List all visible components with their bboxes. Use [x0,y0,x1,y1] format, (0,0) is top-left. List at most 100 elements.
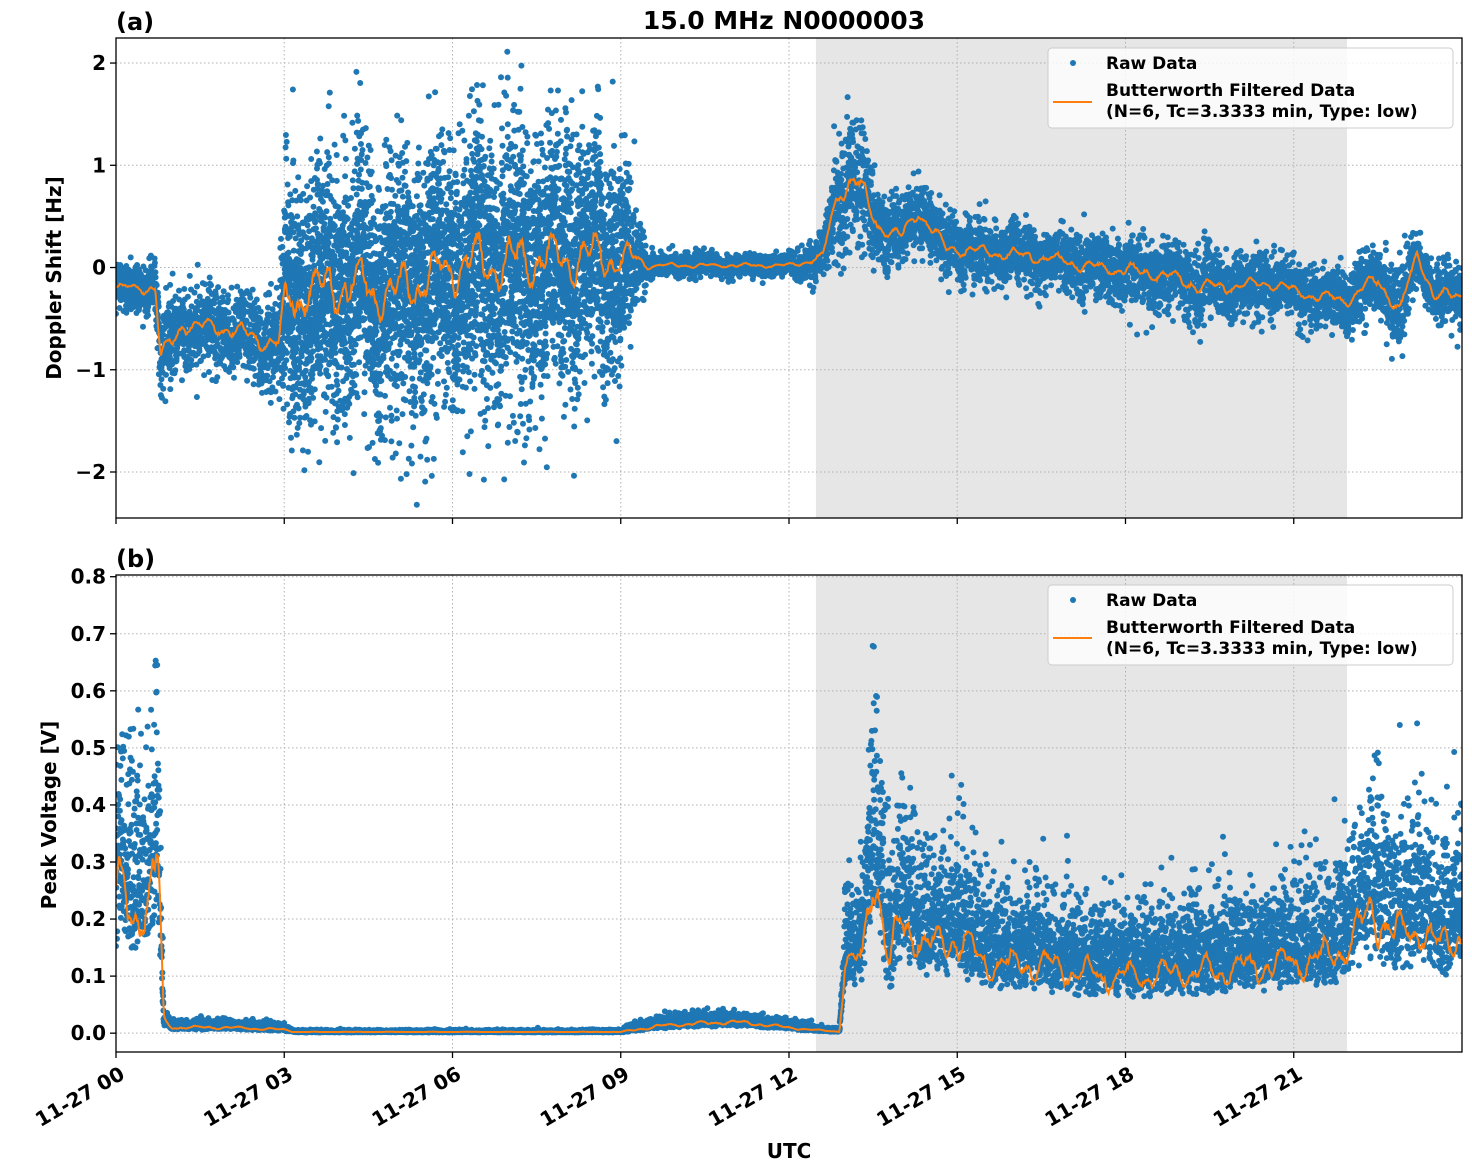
raw-data-point [278,235,284,242]
raw-data-point [334,416,341,423]
raw-data-point [316,160,323,167]
raw-data-point [295,334,302,341]
raw-data-point [472,292,479,299]
raw-data-point [483,396,490,402]
raw-data-point [445,174,452,181]
raw-data-point [399,150,406,156]
raw-data-point [193,394,200,400]
raw-data-point [377,425,384,432]
raw-data-point [432,315,439,322]
raw-data-point [250,381,257,388]
raw-data-point [420,169,427,176]
raw-data-point [249,286,256,293]
raw-data-point [293,346,300,353]
raw-data-point [284,349,290,356]
raw-data-point [497,403,503,410]
raw-data-point [331,222,338,229]
raw-data-point [384,334,391,341]
raw-data-point [200,353,207,360]
raw-data-point [510,419,517,426]
raw-data-point [439,126,446,133]
raw-data-point [509,412,516,419]
raw-data-point [393,383,400,390]
raw-data-point [447,135,454,142]
raw-data-point [228,284,235,291]
raw-data-point [424,380,431,387]
raw-data-point [369,197,376,204]
raw-data-point [116,310,119,317]
raw-data-point [244,377,251,384]
raw-data-point [342,340,349,346]
raw-data-point [494,206,501,213]
raw-data-point [495,421,502,428]
raw-data-point [498,74,504,81]
raw-data-point [396,348,403,355]
raw-data-point [388,355,395,362]
raw-data-point [399,411,406,418]
raw-data-point [333,371,340,378]
raw-data-point [435,165,442,172]
raw-data-point [504,133,511,140]
raw-data-point [428,472,435,479]
raw-data-point [191,289,198,296]
raw-data-point [291,414,298,421]
raw-data-point [500,195,507,202]
raw-data-point [423,347,430,354]
raw-data-point [416,174,423,181]
raw-data-point [440,158,447,165]
raw-data-point [170,298,177,304]
raw-data-point [287,191,294,198]
raw-data-point [382,203,389,209]
raw-data-point [167,376,174,383]
raw-data-point [383,136,390,143]
raw-data-point [247,294,254,301]
raw-data-point [160,331,167,338]
raw-data-point [294,213,301,220]
raw-data-point [477,117,484,124]
raw-data-point [402,374,409,380]
raw-data-point [377,413,384,420]
raw-data-point [474,299,481,306]
raw-data-point [299,447,306,454]
raw-data-point [342,155,349,162]
raw-data-point [308,156,315,162]
raw-data-point [501,329,508,335]
raw-data-point [272,388,279,395]
raw-data-point [443,384,450,391]
raw-data-point [152,269,159,276]
raw-data-point [460,172,467,179]
raw-data-point [490,311,497,318]
raw-data-point [456,121,463,128]
raw-data-point [404,139,411,146]
raw-data-point [324,149,331,156]
raw-data-point [500,190,507,197]
raw-data-point [512,438,519,444]
raw-data-point [429,216,436,223]
raw-data-point [485,405,491,412]
raw-data-point [385,301,392,308]
raw-data-point [467,428,474,435]
raw-data-point [422,259,429,266]
raw-data-point [493,360,499,367]
raw-data-point [253,296,260,303]
raw-data-point [429,394,436,400]
raw-data-point [413,193,420,200]
raw-data-point [341,422,348,428]
raw-data-point [285,202,292,209]
raw-data-point [341,112,348,119]
raw-data-point [325,373,332,380]
raw-data-point [388,412,395,419]
raw-data-point [402,247,409,254]
raw-data-point [332,349,339,356]
raw-data-point [393,362,400,369]
raw-data-point [302,367,309,374]
raw-data-point [504,48,511,55]
raw-data-point [325,160,332,167]
raw-data-point [438,353,445,360]
raw-data-point [358,185,365,192]
raw-data-point [499,142,506,149]
raw-data-point [160,385,167,392]
raw-data-point [357,80,364,86]
raw-data-point [471,371,478,378]
